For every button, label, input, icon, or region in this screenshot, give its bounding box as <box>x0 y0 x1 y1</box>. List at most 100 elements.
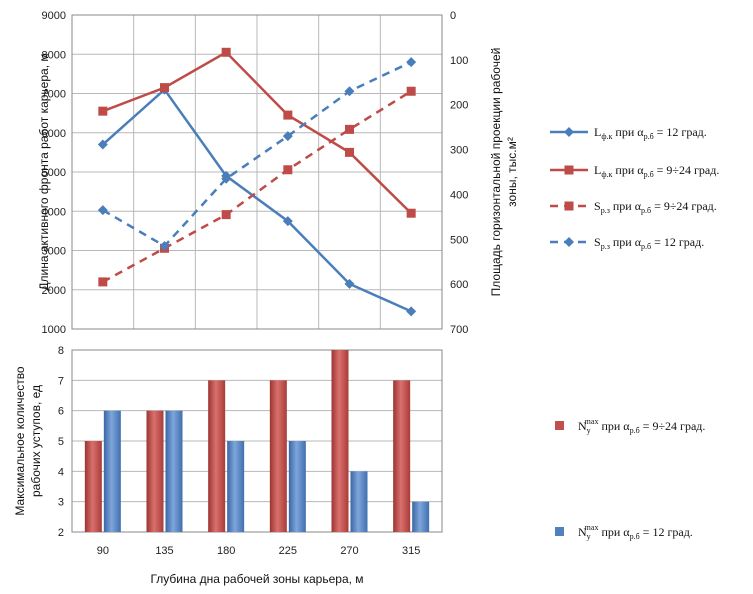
series-3-point <box>159 241 170 252</box>
series-0-point <box>344 278 355 289</box>
legend-marker-2 <box>564 201 574 211</box>
left-axis-tick-label: 3000 <box>42 246 66 258</box>
legend-label-2: Sр.з при αр.б = 9÷24 град. <box>594 199 717 215</box>
left-axis-tick-label: 2000 <box>42 285 66 297</box>
line-legend: Lф.к при αр.б = 12 град. Lф.к при αр.б = … <box>550 125 719 251</box>
line-series <box>97 47 417 317</box>
top-plot-frame <box>71 14 443 330</box>
right-axis-title-line1: Площадь горизонтальной проекции рабочей <box>489 48 503 297</box>
bar-y-axis-title-line1: Максимальное количество <box>13 366 27 516</box>
legend-marker-1 <box>564 165 574 175</box>
bar-series-1-bar <box>288 441 306 532</box>
bar-series-0-bar <box>393 380 411 532</box>
right-axis-tick-label: 500 <box>450 234 468 246</box>
series-2-point <box>283 165 293 175</box>
legend-label-3: Sр.з при αр.б = 12 град. <box>594 235 704 251</box>
left-axis-tick-label: 6000 <box>42 128 66 140</box>
bar-series-0-bar <box>84 441 102 532</box>
series-3-point <box>344 86 355 97</box>
bar-x-tick-label: 315 <box>402 545 420 557</box>
series-0-point <box>97 139 108 150</box>
bottom-gridlines <box>72 349 442 533</box>
bar-series <box>84 350 430 532</box>
bar-legend-swatch-0 <box>555 421 564 430</box>
right-axis-tick-label: 100 <box>450 55 468 67</box>
series-2-point <box>221 210 231 220</box>
right-axis-ticks: 0 100 200 300 400 500 600 700 <box>450 10 468 336</box>
left-axis-tick-label: 4000 <box>42 206 66 218</box>
bar-series-1-bar <box>103 410 121 532</box>
series-line-2 <box>102 90 412 283</box>
series-0-point <box>282 216 293 227</box>
bar-legend-label-0: Nуmax при αр.б = 9÷24 град. <box>578 417 705 435</box>
series-line-0 <box>102 87 412 313</box>
bar-x-tick-label: 90 <box>97 545 109 557</box>
series-1-point <box>283 110 293 120</box>
series-3-point <box>282 131 293 142</box>
bar-x-axis-ticks: 90 135 180 225 270 315 <box>97 545 421 557</box>
left-axis-tick-label: 9000 <box>42 10 66 22</box>
series-3-point <box>97 205 108 216</box>
bar-series-0-bar <box>208 380 226 532</box>
bar-y-tick-label: 6 <box>58 406 64 418</box>
right-axis-tick-label: 700 <box>450 324 468 336</box>
series-1-point <box>345 147 354 157</box>
series-1-point <box>406 208 416 218</box>
series-2-point <box>406 86 416 96</box>
bar-series-1-bar <box>350 471 368 532</box>
bar-y-tick-label: 3 <box>58 497 64 509</box>
right-axis-tick-label: 600 <box>450 279 468 291</box>
bar-legend-label-1: Nуmax при αр.б = 12 град. <box>578 523 693 541</box>
line-chart: 1000 2000 3000 4000 5000 6000 7000 8000 9000 0 10… <box>37 10 719 336</box>
right-axis-title-line2: зоны, тыс.м² <box>505 137 519 207</box>
bar-series-1-bar <box>165 410 183 532</box>
bar-y-tick-label: 7 <box>58 375 64 387</box>
series-1-point <box>160 83 169 93</box>
series-2-point <box>345 124 354 134</box>
left-axis-ticks: 1000 2000 3000 4000 5000 6000 7000 8000 9000 <box>42 10 66 336</box>
bar-x-tick-label: 225 <box>279 545 297 557</box>
bar-series-0-bar <box>331 350 349 532</box>
bar-x-tick-label: 270 <box>340 545 358 557</box>
legend-label-1: Lф.к при αр.б = 9÷24 град. <box>594 163 719 179</box>
right-axis-tick-label: 200 <box>450 100 468 112</box>
bar-series-1-bar <box>412 501 430 532</box>
series-2-point <box>98 277 108 287</box>
series-1-point <box>221 47 231 57</box>
bar-x-tick-label: 180 <box>217 545 235 557</box>
left-axis-tick-label: 7000 <box>42 89 66 101</box>
bar-legend-swatch-1 <box>555 527 564 536</box>
top-gridlines <box>72 14 442 330</box>
series-3-point <box>406 57 417 68</box>
bar-y-axis-ticks: 2 3 4 5 6 7 8 <box>58 345 64 539</box>
series-1-point <box>98 106 108 116</box>
bottom-plot-frame <box>71 349 443 533</box>
bar-series-1-bar <box>227 441 245 532</box>
right-axis-tick-label: 400 <box>450 189 468 201</box>
bar-y-tick-label: 2 <box>58 527 64 539</box>
series-0-point <box>406 306 417 317</box>
legend-marker-3 <box>564 237 574 247</box>
series-line-3 <box>102 60 412 248</box>
legend-label-0: Lф.к при αр.б = 12 град. <box>594 125 707 141</box>
left-axis-title: Длина активного фронта работ карьера, м <box>37 53 51 290</box>
right-axis-tick-label: 0 <box>450 10 456 22</box>
left-axis-tick-label: 5000 <box>42 167 66 179</box>
left-axis-tick-label: 8000 <box>42 49 66 61</box>
series-line-1 <box>102 50 413 215</box>
bar-legend: Nуmax при αр.б = 9÷24 град. Nуmax при αр.… <box>555 417 705 541</box>
bar-y-tick-label: 8 <box>58 345 64 357</box>
left-axis-tick-label: 1000 <box>42 324 66 336</box>
bar-chart: 2 3 4 5 6 7 8 90 135 180 225 270 315 Максимальное к… <box>13 345 705 586</box>
series-3-point <box>221 173 232 184</box>
bar-x-tick-label: 135 <box>155 545 173 557</box>
bar-y-axis-title-line2: рабочих уступов, ед <box>29 385 43 497</box>
bar-series-0-bar <box>269 380 287 532</box>
bar-y-tick-label: 5 <box>58 436 64 448</box>
legend-marker-0 <box>564 127 574 137</box>
bar-series-0-bar <box>146 410 164 532</box>
bar-y-tick-label: 4 <box>58 466 64 478</box>
x-axis-title: Глубина дна рабочей зоны карьера, м <box>150 572 363 586</box>
right-axis-tick-label: 300 <box>450 145 468 157</box>
